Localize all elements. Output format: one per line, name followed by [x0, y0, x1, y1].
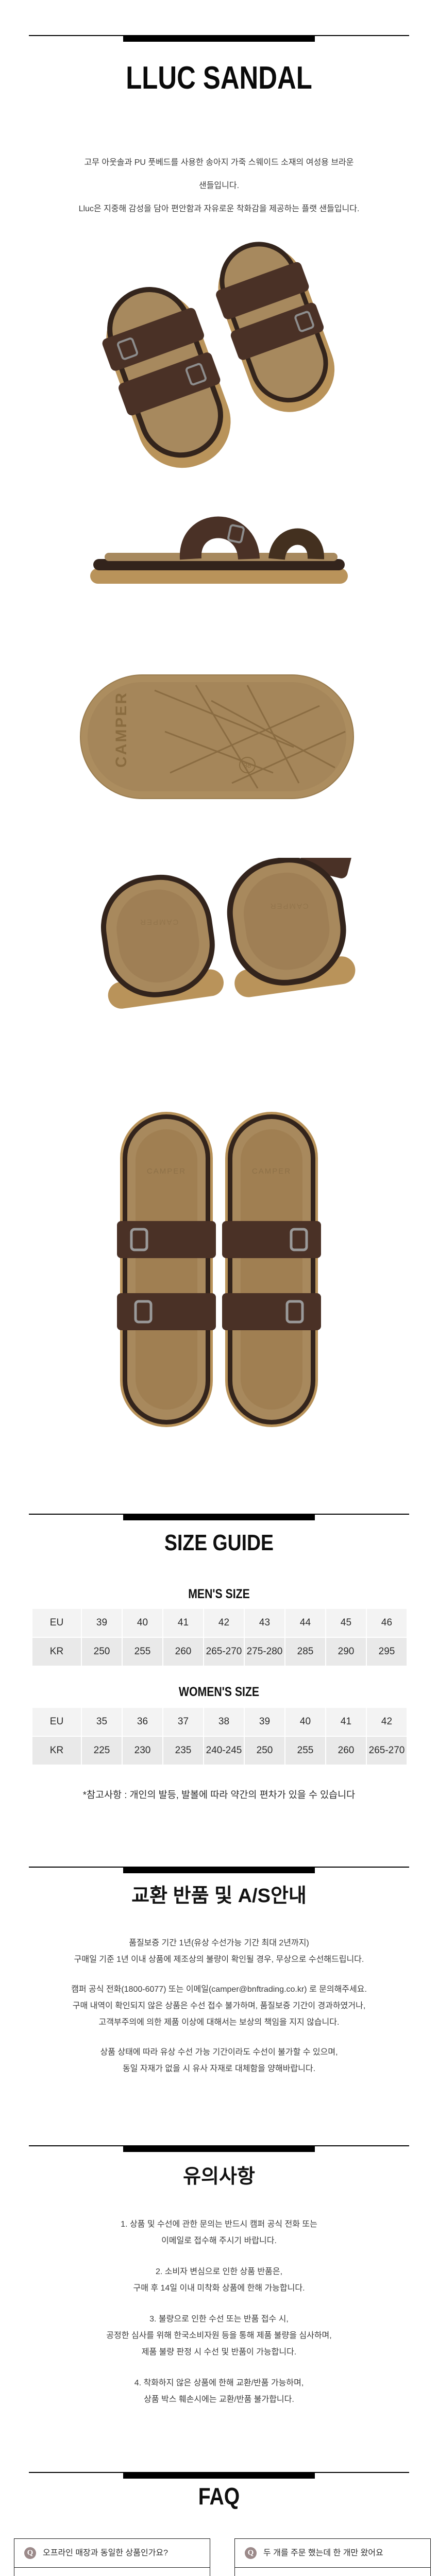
paragraph-group: 2. 소비자 변심으로 인한 상품 반품은, 구매 후 14일 이내 미착화 상… [133, 2267, 305, 2293]
page-title: LLUC SANDAL [126, 60, 312, 96]
faq-section-title: FAQ [198, 2483, 240, 2510]
section-divider-faq [29, 2472, 409, 2479]
row-label: KR [32, 1638, 81, 1666]
product-image-top-view-pair: CAMPER CAMPER [117, 1112, 321, 1427]
notice-section-body: 1. 상품 및 수선에 관한 문의는 반드시 캠퍼 공식 전화 또는 이메일로 … [0, 2216, 438, 2422]
paragraph-group: 3. 불량으로 인한 수선 또는 반품 접수 시, 공정한 심사를 위해 한국소… [106, 2315, 332, 2357]
section-divider-size-guide [29, 1514, 409, 1520]
paragraph-group: 캠퍼 공식 전화(1800-6077) 또는 이메일(camper@bnftra… [71, 1985, 367, 2027]
faq-question: Q 오프라인 매장과 동일한 상품인가요? [14, 2539, 210, 2568]
question-icon: Q [24, 2547, 36, 2559]
divider-bar [123, 1867, 315, 1873]
product-image-outsole: CAMPER 38 [80, 674, 354, 799]
notice-section-title: 유의사항 [183, 2166, 255, 2188]
divider-bar [123, 1514, 315, 1520]
table-row-eu: EU 39 40 41 42 43 44 45 46 [32, 1609, 407, 1637]
mens-size-title: MEN'S SIZE [188, 1587, 250, 1601]
camper-footbed-logo-text: CAMPER [269, 902, 309, 910]
camper-footbed-logo-text: CAMPER [147, 1167, 186, 1176]
table-row-eu: EU 35 36 37 38 39 40 41 42 [32, 1708, 407, 1736]
product-image-angled-pair [102, 242, 335, 468]
camper-footbed-logo-text: CAMPER [252, 1167, 291, 1176]
divider-bar [123, 2472, 315, 2479]
product-description: 고무 아웃솔과 PU 풋베드를 사용한 송아지 가죽 스웨이드 소재의 여성용 … [0, 151, 438, 221]
faq-card: Q 두 개를 주문 했는데 한 개만 왔어요 창고에 재고가 없는 상품은 매장… [234, 2538, 431, 2576]
description-line: 고무 아웃솔과 PU 풋베드를 사용한 송아지 가죽 스웨이드 소재의 여성용 … [84, 158, 354, 167]
faq-card: Q 오프라인 매장과 동일한 상품인가요? 캠퍼닷컴, 백화점, 면세점, 아울… [14, 2538, 210, 2576]
description-line: Lluc은 지중해 감성을 담아 편안함과 자유로운 착화감을 제공하는 플랫 … [78, 205, 360, 213]
section-divider-exchange [29, 1867, 409, 1873]
mens-size-table: EU 39 40 41 42 43 44 45 46 KR 250 255 26… [31, 1608, 408, 1667]
divider-bar [123, 2145, 315, 2152]
description-line: 샌들입니다. [198, 181, 240, 190]
exchange-section-title: 교환 반품 및 A/S안내 [131, 1885, 307, 1907]
section-divider-top [29, 35, 409, 42]
table-row-kr: KR 250 255 260 265-270 275-280 285 290 2… [32, 1638, 407, 1666]
size-guide-title: SIZE GUIDE [164, 1530, 274, 1555]
exchange-section-body: 품질보증 기간 1년(유상 수선가능 기간 최대 2년까지) 구매일 기준 1년… [0, 1935, 438, 2091]
question-icon: Q [245, 2547, 257, 2559]
table-row-kr: KR 225 230 235 240-245 250 255 260 265-2… [32, 1737, 407, 1765]
paragraph-group: 상품 상태에 따라 유상 수선 가능 기간이라도 수선이 불가할 수 있으며, … [100, 2048, 338, 2073]
divider-bar [123, 35, 315, 42]
product-image-side-view [90, 516, 348, 584]
faq-question: Q 두 개를 주문 했는데 한 개만 왔어요 [235, 2539, 430, 2568]
faq-answer: 창고에 재고가 없는 상품은 매장에서 출고되기에, 각각 따로 출고가 되는 … [235, 2568, 430, 2576]
paragraph-group: 품질보증 기간 1년(유상 수선가능 기간 최대 2년까지) 구매일 기준 1년… [74, 1939, 364, 1964]
sole-size-label: 38 [244, 761, 251, 769]
row-label: EU [32, 1708, 81, 1736]
row-label: KR [32, 1737, 81, 1765]
womens-size-title: WOMEN'S SIZE [178, 1685, 260, 1699]
size-guide-note: *참고사항 : 개인의 발등, 발볼에 따라 약간의 편차가 있을 수 있습니다 [82, 1789, 356, 1800]
row-label: EU [32, 1609, 81, 1637]
faq-answer: 캠퍼닷컴, 백화점, 면세점, 아울렛 등 국내 모든 캠퍼 정식 매장을 운영… [14, 2568, 210, 2576]
paragraph-group: 1. 상품 및 수선에 관한 문의는 반드시 캠퍼 공식 전화 또는 이메일로 … [121, 2220, 317, 2245]
womens-size-table: EU 35 36 37 38 39 40 41 42 KR 225 230 23… [31, 1707, 408, 1766]
camper-sole-logo-text: CAMPER [113, 691, 130, 768]
camper-footbed-logo-text: CAMPER [139, 918, 178, 926]
section-divider-notice [29, 2145, 409, 2152]
paragraph-group: 4. 착화하지 않은 상품에 한해 교환/반품 가능하며, 상품 박스 훼손시에… [134, 2379, 304, 2404]
product-image-footbed-closeup: CAMPER CAMPER [100, 858, 356, 1009]
